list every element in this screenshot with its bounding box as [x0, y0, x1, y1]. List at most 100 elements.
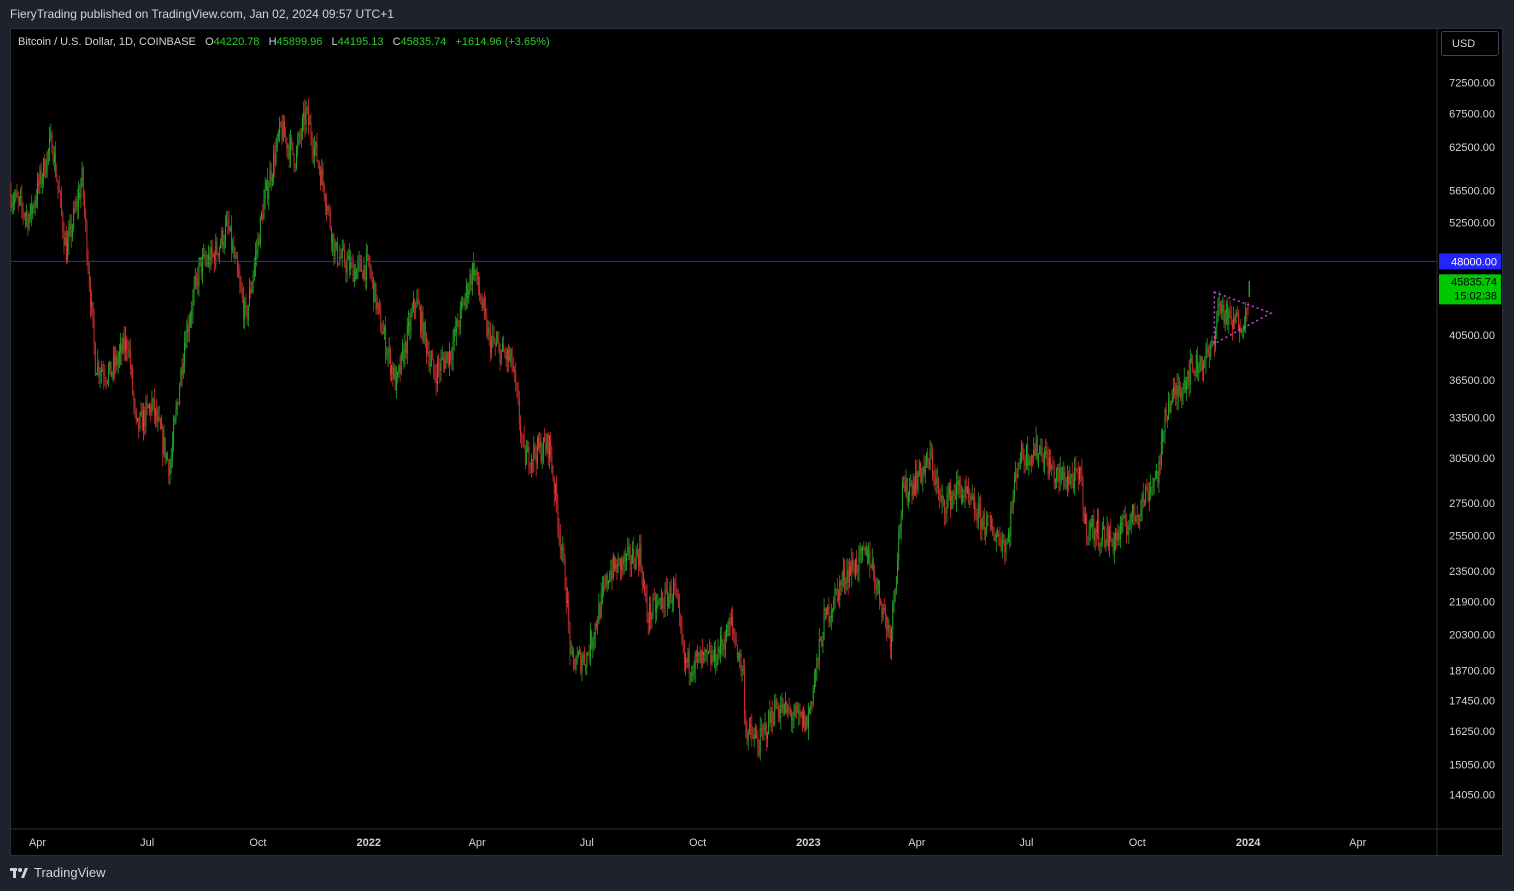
- candle-body: [903, 482, 905, 485]
- candle: [1066, 465, 1068, 497]
- candle-body: [618, 558, 620, 559]
- candle-body: [318, 164, 320, 171]
- candle: [382, 320, 384, 335]
- candle-body: [499, 344, 501, 364]
- candle: [291, 134, 293, 151]
- candle: [944, 498, 945, 526]
- candle-body: [210, 247, 212, 266]
- candle: [456, 317, 458, 346]
- candle: [202, 248, 203, 285]
- candle-body: [1211, 341, 1213, 346]
- candle: [518, 390, 520, 431]
- candle: [432, 349, 434, 360]
- candle: [343, 239, 344, 251]
- candle: [59, 190, 61, 209]
- candle-body: [915, 470, 917, 493]
- candle-body: [945, 512, 947, 514]
- candle: [508, 343, 509, 373]
- candle: [1146, 478, 1148, 492]
- candle-body: [1019, 462, 1021, 464]
- candle: [288, 133, 290, 169]
- candle: [813, 669, 815, 694]
- candle: [620, 558, 621, 582]
- candle: [532, 459, 534, 474]
- candle: [606, 571, 608, 593]
- candle-body: [340, 256, 342, 258]
- candle: [868, 542, 870, 565]
- candle: [687, 647, 689, 669]
- chart-frame[interactable]: [10, 28, 1503, 856]
- candle-body: [1223, 304, 1225, 324]
- candle: [912, 473, 914, 501]
- candle: [677, 589, 679, 609]
- candle-body: [32, 205, 34, 215]
- candle-body: [629, 547, 631, 564]
- candle: [980, 493, 982, 540]
- candle-body: [606, 575, 608, 586]
- candle-body: [181, 368, 183, 375]
- candle: [763, 722, 765, 741]
- tradingview-logo[interactable]: TradingView: [10, 858, 106, 888]
- candle-body: [276, 135, 278, 148]
- candle-body: [1113, 541, 1115, 552]
- candle: [774, 693, 776, 727]
- candle-body: [739, 653, 741, 659]
- candle-body: [1103, 526, 1104, 530]
- candle: [193, 275, 195, 306]
- candle-body: [71, 226, 73, 237]
- candle: [856, 550, 858, 576]
- candle: [899, 523, 901, 539]
- candle: [232, 238, 234, 254]
- candle: [317, 159, 319, 169]
- high-key: H: [268, 36, 277, 48]
- candle-body: [869, 551, 871, 567]
- candle: [1095, 521, 1097, 547]
- candle-body: [562, 547, 564, 551]
- candle: [574, 658, 576, 670]
- candle-body: [1246, 308, 1248, 310]
- currency-button[interactable]: USD: [1441, 31, 1499, 56]
- candle-body: [206, 260, 208, 264]
- candle: [1009, 526, 1011, 550]
- candle-body: [1230, 315, 1232, 324]
- candle: [474, 262, 476, 282]
- candle-body: [1006, 542, 1008, 544]
- candle: [1182, 382, 1184, 406]
- candle: [352, 254, 354, 283]
- candle-body: [773, 723, 774, 725]
- candle: [791, 709, 793, 732]
- candle-body: [847, 569, 849, 583]
- candle-body: [11, 203, 13, 208]
- candle: [593, 631, 595, 652]
- candle-body: [1099, 543, 1101, 546]
- candle: [394, 364, 396, 391]
- candle-body: [980, 506, 982, 530]
- candle: [883, 598, 885, 614]
- candle: [1124, 505, 1126, 527]
- candle-body: [1193, 368, 1195, 375]
- candle: [950, 478, 952, 518]
- candle: [339, 244, 341, 266]
- candle-body: [1156, 471, 1157, 479]
- candle-body: [586, 654, 588, 668]
- candle: [941, 484, 943, 514]
- candle-body: [141, 411, 143, 431]
- candle-body: [128, 349, 130, 351]
- candle: [93, 308, 95, 356]
- candle: [1109, 525, 1111, 558]
- candle-body: [422, 311, 424, 342]
- candle-body: [434, 373, 436, 377]
- candle: [915, 459, 917, 497]
- candle-body: [246, 307, 248, 320]
- candle: [459, 301, 461, 335]
- candle-body: [91, 301, 93, 308]
- candle-body: [446, 352, 448, 358]
- candle: [982, 510, 984, 530]
- candle-body: [862, 547, 864, 554]
- candle: [999, 526, 1001, 547]
- candle-body: [1236, 312, 1238, 317]
- candle: [820, 636, 821, 642]
- x-tick-label: Oct: [1129, 837, 1146, 849]
- candle-body: [20, 196, 22, 198]
